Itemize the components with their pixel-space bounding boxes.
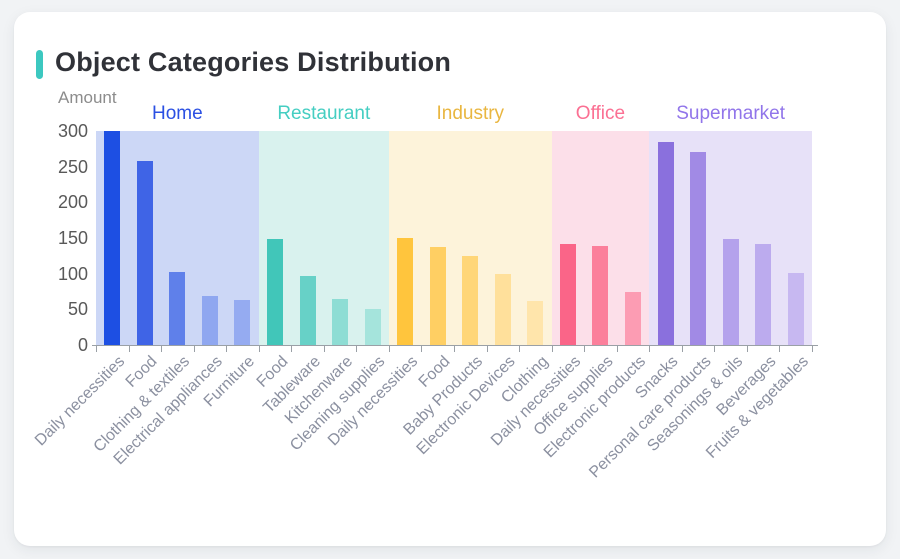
y-axis-tick-label: 150 xyxy=(57,228,88,248)
bar-food[interactable] xyxy=(267,239,283,345)
x-axis-tick xyxy=(193,345,195,352)
bar-fruits-vegetables[interactable] xyxy=(787,272,804,345)
x-axis-tick xyxy=(746,345,748,352)
y-axis-tick-label: 200 xyxy=(57,192,88,213)
bar-daily-necessities[interactable] xyxy=(397,238,414,345)
bar-furniture[interactable] xyxy=(234,300,251,345)
x-axis-tick xyxy=(96,345,97,352)
x-axis-tick xyxy=(551,345,553,352)
x-axis-tick xyxy=(128,345,130,352)
y-axis-tick-label: 300 xyxy=(57,121,88,141)
y-axis-tick-label: 100 xyxy=(57,263,88,284)
bar-cleaning-supplies[interactable] xyxy=(364,309,381,345)
x-axis-tick xyxy=(323,345,325,352)
y-axis-tick-label: 250 xyxy=(57,156,88,177)
x-axis-tick xyxy=(519,345,521,352)
x-axis-tick xyxy=(421,345,423,352)
bar-tableware[interactable] xyxy=(299,275,316,345)
x-axis-tick xyxy=(454,345,455,352)
y-axis-tick-label: 50 xyxy=(67,299,88,320)
bar-clothing-textiles[interactable] xyxy=(169,272,186,345)
x-axis-tick xyxy=(812,345,813,352)
x-axis-tick xyxy=(681,345,683,352)
group-label-restaurant: Restaurant xyxy=(277,103,371,124)
title-accent-bar xyxy=(36,50,43,79)
bar-electronic-devices[interactable] xyxy=(494,274,511,345)
group-label-industry: Industry xyxy=(436,103,505,124)
x-axis-tick xyxy=(649,345,651,352)
x-axis-tick xyxy=(356,345,358,352)
bar-daily-necessities[interactable] xyxy=(104,131,121,345)
bar-baby-products[interactable] xyxy=(462,255,479,345)
x-axis-tick xyxy=(161,345,163,352)
x-axis-tick xyxy=(291,345,293,352)
x-axis-tick xyxy=(388,345,390,352)
bar-office-supplies[interactable] xyxy=(592,245,609,345)
x-axis-tick xyxy=(486,345,488,352)
bar-food[interactable] xyxy=(429,246,446,345)
bar-electrical-appliances[interactable] xyxy=(201,296,218,345)
bar-beverages[interactable] xyxy=(755,244,772,345)
chart-title: Object Categories Distribution xyxy=(55,47,452,77)
bar-personal-care-products[interactable] xyxy=(690,151,707,345)
bar-electronic-products[interactable] xyxy=(625,291,641,345)
bar-clothing[interactable] xyxy=(527,300,544,345)
x-axis-tick xyxy=(226,345,228,352)
x-axis-tick xyxy=(779,345,781,352)
group-label-supermarket: Supermarket xyxy=(676,103,786,124)
x-axis-tick xyxy=(616,345,618,352)
x-axis-tick xyxy=(258,345,260,352)
group-label-office: Office xyxy=(575,103,626,124)
x-axis-tick xyxy=(584,345,586,352)
bar-kitchenware[interactable] xyxy=(332,298,349,345)
x-axis-line xyxy=(92,345,818,346)
y-axis-tick-label: 0 xyxy=(77,335,88,355)
y-axis-title: Amount xyxy=(58,88,117,107)
bar-food[interactable] xyxy=(136,160,153,345)
bar-daily-necessities[interactable] xyxy=(559,243,576,345)
bar-seasonings-oils[interactable] xyxy=(722,239,739,345)
x-axis-tick xyxy=(714,345,716,352)
bar-snacks[interactable] xyxy=(657,141,674,345)
group-label-home: Home xyxy=(152,103,203,124)
